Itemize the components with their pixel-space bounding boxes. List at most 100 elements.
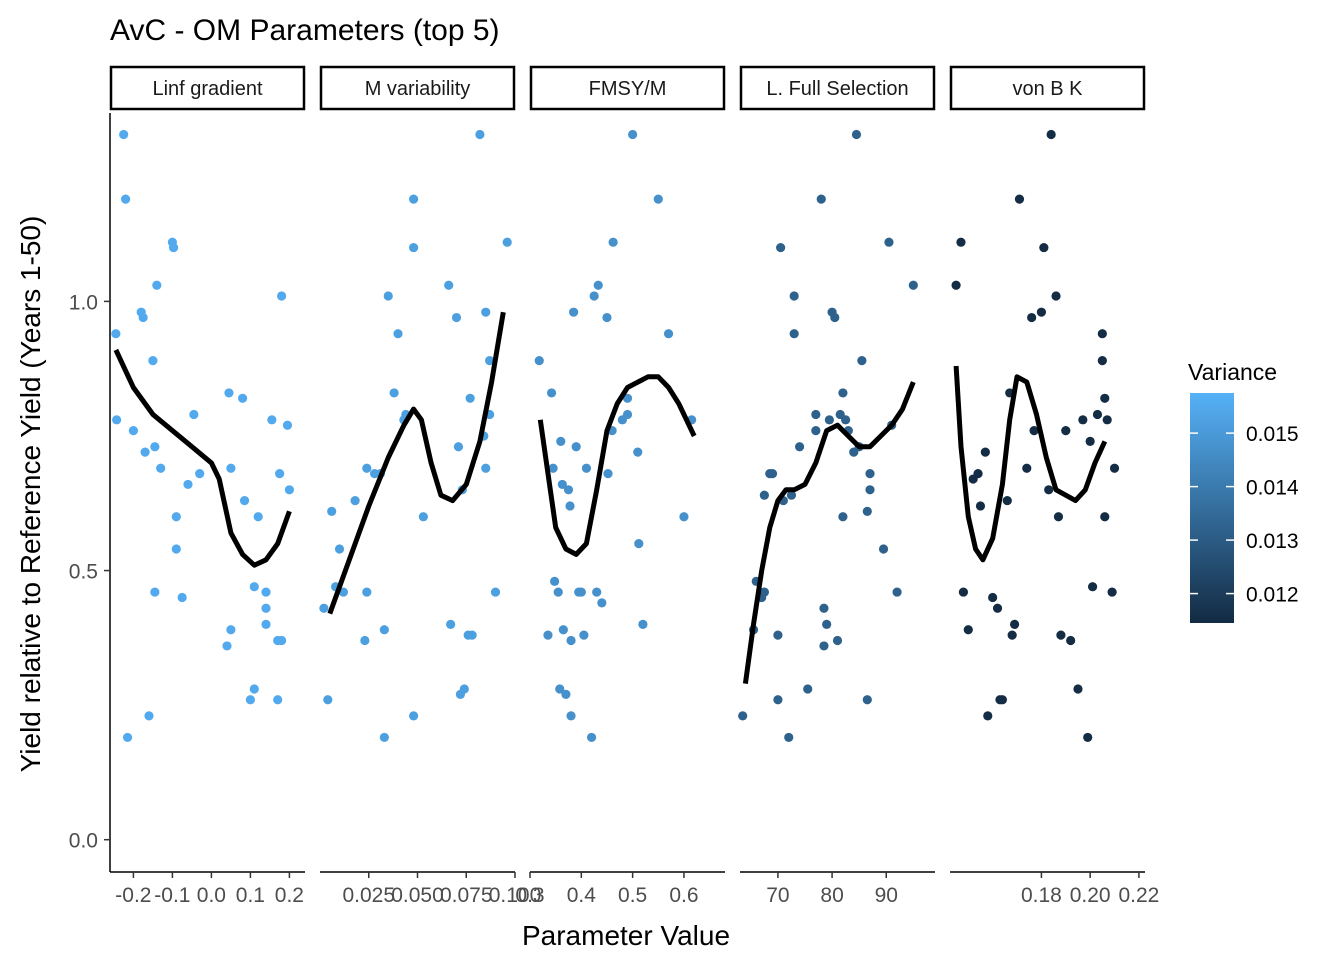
facet-label: FMSY/M	[589, 78, 667, 100]
data-point	[284, 485, 294, 495]
data-point	[593, 280, 603, 290]
data-point	[350, 495, 360, 506]
data-point	[819, 603, 829, 613]
legend-title: Variance	[1188, 359, 1277, 385]
data-point	[566, 711, 576, 721]
data-point	[1097, 329, 1107, 339]
data-point	[1061, 425, 1071, 436]
data-point	[1100, 393, 1110, 403]
data-point	[789, 291, 799, 301]
data-point	[1078, 415, 1088, 425]
data-point	[553, 587, 563, 597]
data-point	[224, 388, 234, 398]
data-point	[1097, 356, 1107, 366]
data-point	[1036, 307, 1047, 317]
data-point	[490, 587, 501, 597]
panel-3: FMSY/M 0.3 0.4 0.5 0.6	[515, 65, 726, 907]
data-point	[862, 695, 872, 705]
legend-ticks: 0.012 0.013 0.014 0.015	[1190, 423, 1299, 607]
data-point	[958, 587, 969, 597]
data-point	[1107, 587, 1117, 597]
data-point	[773, 630, 783, 640]
data-point	[803, 684, 813, 694]
data-point	[453, 442, 464, 452]
data-point	[546, 388, 557, 398]
data-point	[1102, 415, 1112, 425]
data-point	[759, 490, 769, 500]
data-point	[475, 129, 485, 140]
data-point	[177, 592, 187, 603]
data-point	[465, 393, 475, 403]
data-point	[608, 237, 618, 247]
data-point	[277, 291, 287, 301]
facet-label: M variability	[365, 78, 471, 100]
data-point	[548, 463, 558, 473]
data-point	[189, 409, 199, 420]
legend-tick-label: 0.013	[1246, 530, 1299, 553]
data-point	[119, 129, 129, 140]
data-point	[481, 463, 491, 473]
data-point	[824, 415, 834, 425]
data-point	[663, 329, 674, 339]
data-point	[362, 463, 372, 473]
x-tick-label: 0.3	[515, 884, 544, 907]
legend-tick-label: 0.012	[1246, 584, 1299, 607]
data-point	[485, 356, 495, 366]
data-point	[249, 684, 259, 694]
data-point	[112, 415, 122, 425]
data-point	[884, 237, 894, 247]
x-tick-label: 0.5	[618, 884, 647, 907]
data-point	[975, 501, 986, 511]
data-point	[144, 711, 154, 721]
panel-5: von B K 0.18 0.20 0.22	[949, 65, 1159, 907]
legend-tick-label: 0.015	[1246, 423, 1299, 446]
data-point	[857, 356, 867, 366]
data-point	[851, 129, 862, 140]
y-axis-title: Yield relative to Reference Yield (Years…	[15, 216, 46, 773]
data-point	[379, 732, 389, 743]
data-point	[451, 312, 462, 323]
data-point	[638, 619, 648, 629]
data-point	[988, 592, 998, 603]
data-point	[830, 312, 840, 323]
data-point	[822, 619, 832, 629]
data-point	[786, 490, 797, 500]
data-point	[653, 194, 663, 204]
data-point	[1087, 582, 1098, 592]
data-point	[409, 711, 419, 721]
data-point	[467, 630, 477, 640]
data-point	[1009, 619, 1020, 629]
x-axis-title: Parameter Value	[522, 920, 730, 951]
data-point	[862, 506, 872, 516]
data-point	[195, 469, 205, 479]
x-tick-label: 0.075	[440, 884, 493, 907]
data-point	[1083, 732, 1093, 743]
data-point	[819, 641, 829, 651]
x-tick-label: 0.1	[236, 884, 265, 907]
x-tick-label: 70	[766, 884, 789, 907]
facet-label: von B K	[1012, 78, 1083, 100]
x-tick-label: 0.22	[1118, 884, 1159, 907]
data-point	[951, 280, 961, 290]
facet-strip	[949, 65, 1146, 111]
data-point	[838, 388, 848, 398]
data-point	[561, 689, 571, 699]
y-axis: 0.0 0.5 1.0	[69, 113, 111, 872]
data-point	[963, 625, 973, 635]
legend-tick-label: 0.014	[1246, 477, 1299, 500]
data-point	[878, 544, 889, 554]
data-point	[277, 635, 287, 646]
data-point	[156, 463, 166, 473]
data-point	[171, 544, 181, 554]
data-point	[1073, 684, 1083, 694]
data-point	[152, 280, 162, 290]
data-point	[983, 711, 993, 721]
data-point	[334, 544, 345, 554]
data-point	[865, 469, 875, 479]
data-point	[323, 695, 333, 705]
x-tick-label: 0.6	[669, 884, 698, 907]
data-point	[1109, 463, 1120, 473]
data-point	[816, 194, 826, 204]
x-tick-label: 0.100	[489, 884, 542, 907]
data-point	[267, 415, 277, 425]
